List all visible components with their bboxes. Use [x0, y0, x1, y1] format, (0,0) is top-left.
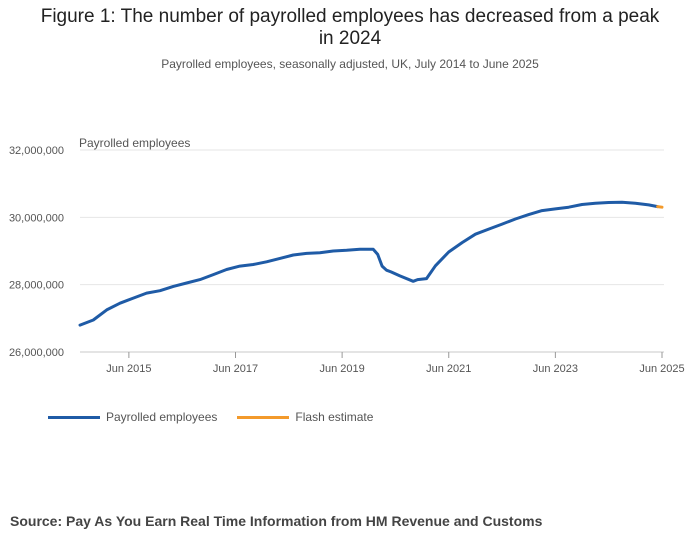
legend-item-payrolled[interactable]: Payrolled employees: [48, 410, 217, 424]
legend-label-flash: Flash estimate: [295, 410, 374, 424]
series-group: [78, 200, 664, 327]
x-tick-label: Jun 2017: [213, 363, 258, 375]
legend-swatch-payrolled: [48, 415, 100, 419]
y-tick-label: 30,000,000: [9, 212, 64, 224]
chart-title: Figure 1: The number of payrolled employ…: [0, 6, 700, 50]
y-axis-ticks: 26,000,000 28,000,000 30,000,000 32,000,000: [9, 145, 64, 359]
x-tick-label: Jun 2023: [533, 363, 578, 375]
line-chart: 26,000,000 28,000,000 30,000,000 32,000,000…: [9, 136, 685, 375]
x-tick-label: Jun 2015: [106, 363, 151, 375]
grid-lines: [80, 149, 664, 353]
x-tick-label: Jun 2019: [319, 363, 364, 375]
chart-title-line-2: in 2024: [318, 28, 382, 49]
legend-item-flash[interactable]: Flash estimate: [237, 410, 373, 424]
series-line-payrolled: [78, 200, 660, 327]
y-tick-label: 26,000,000: [9, 347, 64, 359]
x-axis: Jun 2015 Jun 2017 Jun 2019 Jun 2021 Jun 2023…: [106, 352, 685, 375]
legend-label-payrolled: Payrolled employees: [106, 410, 218, 424]
y-tick-label: 32,000,000: [9, 145, 64, 157]
series-line-flash: [656, 205, 664, 209]
source-note: Source: Pay As You Earn Real Time Inform…: [10, 513, 543, 529]
legend-swatch-flash: [237, 415, 290, 419]
x-tick-label: Jun 2025: [639, 363, 684, 375]
legend: Payrolled employees Flash estimate: [48, 408, 393, 426]
chart-subtitle: Payrolled employees, seasonally adjusted…: [161, 57, 539, 71]
x-tick-label: Jun 2021: [426, 363, 471, 375]
chart-title-line-1: Figure 1: The number of payrolled employ…: [40, 6, 660, 27]
y-axis-label: Payrolled employees: [79, 136, 190, 150]
y-tick-label: 28,000,000: [9, 280, 64, 292]
